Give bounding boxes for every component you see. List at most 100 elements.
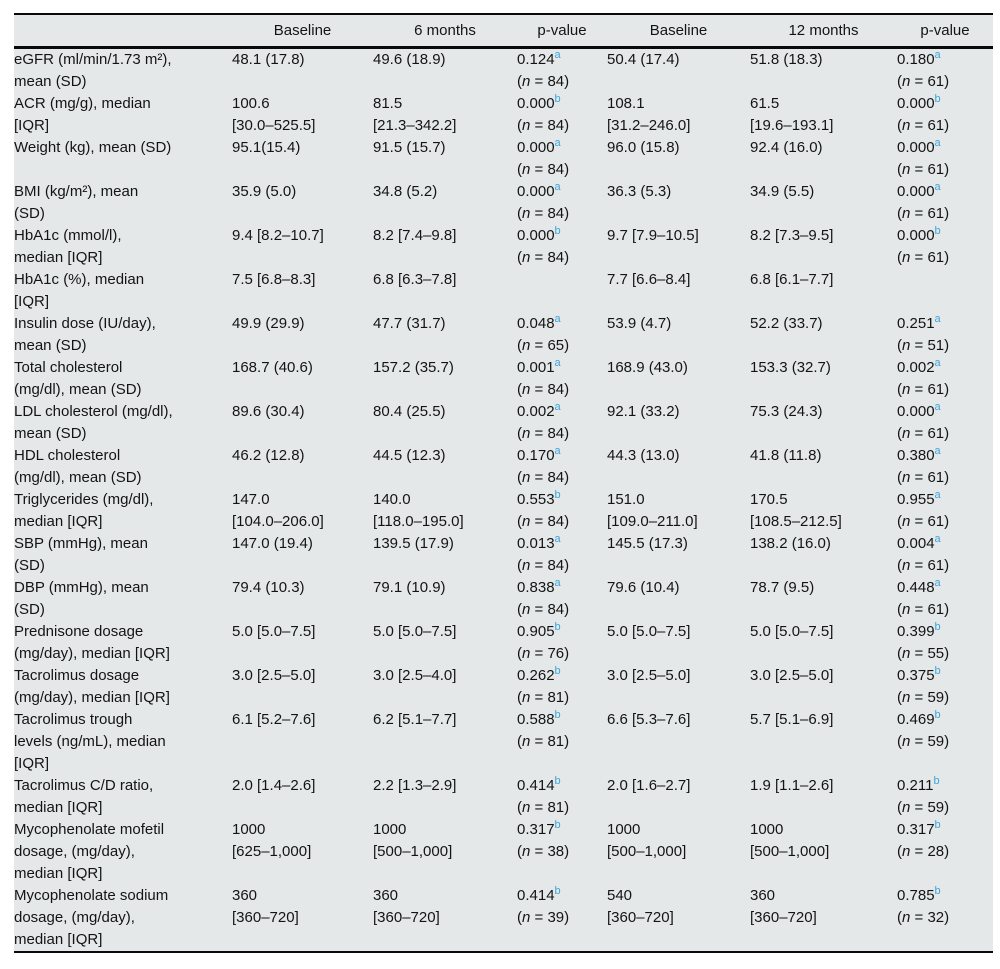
footnote-mark: b xyxy=(934,621,941,633)
value-cell: 6.6 [5.3–7.6] xyxy=(607,711,691,728)
value-cell: 360 [360–720] xyxy=(373,887,440,926)
table-row: BMI (kg/m²), mean (SD) 35.9 (5.0) 34.8 (5.2… xyxy=(14,181,993,225)
value-cell: 1000 [625–1,000] xyxy=(232,821,312,860)
footnote-mark: a xyxy=(934,137,941,149)
sample-size: (n = 84) xyxy=(517,249,570,266)
value-cell: 9.4 [8.2–10.7] xyxy=(232,227,324,244)
p-value-cell xyxy=(517,269,607,313)
footnote-mark: a xyxy=(554,445,561,457)
footnote-mark: a xyxy=(934,489,941,501)
row-label-cell: Mycophenolate sodium dosage, (mg/day), med… xyxy=(14,887,169,948)
row-label-cell: LDL cholesterol (mg/dl), mean (SD) xyxy=(14,403,173,442)
p-value-cell: 0.785b (n = 32) xyxy=(897,885,993,951)
value-cell: 1.9 [1.1–2.6] xyxy=(750,777,834,794)
value-cell: 46.2 (12.8) xyxy=(232,447,305,464)
value-cell: 168.7 (40.6) xyxy=(232,359,313,376)
p-value-cell: 0.000a (n = 84) xyxy=(517,137,607,181)
p-value-cell: 0.000b (n = 84) xyxy=(517,225,607,269)
table-row: SBP (mmHg), mean (SD) 147.0 (19.4) 139.5 (1… xyxy=(14,533,993,577)
value-cell: 92.4 (16.0) xyxy=(750,139,823,156)
p-value-cell: 0.180a (n = 61) xyxy=(897,48,993,94)
footnote-mark: b xyxy=(554,621,561,633)
value-cell: 153.3 (32.7) xyxy=(750,359,831,376)
value-cell: 61.5 [19.6–193.1] xyxy=(750,95,834,134)
value-cell: 9.7 [7.9–10.5] xyxy=(607,227,699,244)
value-cell: 3.0 [2.5–5.0] xyxy=(232,667,316,684)
value-cell: 6.8 [6.1–7.7] xyxy=(750,271,834,288)
value-cell: 139.5 (17.9) xyxy=(373,535,454,552)
sample-size: (n = 76) xyxy=(517,645,570,662)
sample-size: (n = 84) xyxy=(517,469,570,486)
footnote-mark: a xyxy=(554,577,561,589)
sample-size: (n = 59) xyxy=(897,733,950,750)
row-label-cell: HDL cholesterol (mg/dl), mean (SD) xyxy=(14,447,142,486)
footnote-mark: b xyxy=(554,819,561,831)
clinical-outcomes-table: Baseline 6 months p-value Baseline 12 mo… xyxy=(14,15,993,951)
value-cell: 80.4 (25.5) xyxy=(373,403,446,420)
value-cell: 5.7 [5.1–6.9] xyxy=(750,711,834,728)
value-cell: 147.0 [104.0–206.0] xyxy=(232,491,324,530)
row-label-cell: DBP (mmHg), mean (SD) xyxy=(14,579,149,618)
clinical-table-container: Baseline 6 months p-value Baseline 12 mo… xyxy=(14,13,993,953)
p-value-cell: 0.001a (n = 84) xyxy=(517,357,607,401)
value-cell: 2.2 [1.3–2.9] xyxy=(373,777,457,794)
table-row: Tacrolimus trough levels (ng/mL), median[… xyxy=(14,709,993,775)
p-value-cell: 0.048a (n = 65) xyxy=(517,313,607,357)
row-label-cell: ACR (mg/g), median [IQR] xyxy=(14,95,151,134)
footnote-mark: a xyxy=(934,577,941,589)
value-cell: 1000 [500–1,000] xyxy=(750,821,830,860)
value-cell: 79.1 (10.9) xyxy=(373,579,446,596)
sample-size: (n = 32) xyxy=(897,909,950,926)
footnote-mark: b xyxy=(934,819,941,831)
value-cell: 48.1 (17.8) xyxy=(232,51,305,68)
sample-size: (n = 61) xyxy=(897,249,950,266)
footnote-mark: a xyxy=(934,313,941,325)
value-cell: 51.8 (18.3) xyxy=(750,51,823,68)
table-row: eGFR (ml/min/1.73 m²), mean (SD) 48.1 (17.… xyxy=(14,48,993,94)
value-cell: 5.0 [5.0–7.5] xyxy=(373,623,457,640)
value-cell: 3.0 [2.5–4.0] xyxy=(373,667,457,684)
value-cell: 49.6 (18.9) xyxy=(373,51,446,68)
sample-size: (n = 28) xyxy=(897,843,950,860)
row-label-cell: Tacrolimus dosage (mg/day), median [IQR] xyxy=(14,667,170,706)
p-value-cell: 0.448a (n = 61) xyxy=(897,577,993,621)
footnote-mark: b xyxy=(554,93,561,105)
row-label-cell: Tacrolimus C/D ratio, median [IQR] xyxy=(14,777,154,816)
p-value-cell: 0.000a (n = 84) xyxy=(517,181,607,225)
table-row: Tacrolimus C/D ratio, median [IQR] 2.0 [1.… xyxy=(14,775,993,819)
value-cell: 170.5 [108.5–212.5] xyxy=(750,491,842,530)
value-cell: 168.9 (43.0) xyxy=(607,359,688,376)
value-cell: 95.1(15.4) xyxy=(232,139,301,156)
p-value-cell: 0.414b (n = 81) xyxy=(517,775,607,819)
p-value-cell: 0.124a (n = 84) xyxy=(517,48,607,94)
sample-size: (n = 84) xyxy=(517,425,570,442)
value-cell: 2.0 [1.6–2.7] xyxy=(607,777,691,794)
value-cell: 145.5 (17.3) xyxy=(607,535,688,552)
column-header-6-months: 6 months xyxy=(373,15,517,49)
value-cell: 2.0 [1.4–2.6] xyxy=(232,777,316,794)
row-label-cell: Weight (kg), mean (SD) xyxy=(14,139,172,156)
p-value-cell: 0.380a (n = 61) xyxy=(897,445,993,489)
value-cell: 3.0 [2.5–5.0] xyxy=(607,667,691,684)
value-cell: 79.6 (10.4) xyxy=(607,579,680,596)
value-cell: 360 [360–720] xyxy=(232,887,299,926)
value-cell: 52.2 (33.7) xyxy=(750,315,823,332)
sample-size: (n = 84) xyxy=(517,117,570,134)
footnote-mark: b xyxy=(554,775,561,787)
value-cell: 5.0 [5.0–7.5] xyxy=(750,623,834,640)
sample-size: (n = 38) xyxy=(517,843,570,860)
p-value-cell: 0.000b (n = 84) xyxy=(517,93,607,137)
sample-size: (n = 84) xyxy=(517,381,570,398)
value-cell: 138.2 (16.0) xyxy=(750,535,831,552)
p-value-cell: 0.905b (n = 76) xyxy=(517,621,607,665)
sample-size: (n = 84) xyxy=(517,601,570,618)
value-cell: 540 [360–720] xyxy=(607,887,674,926)
sample-size: (n = 61) xyxy=(897,381,950,398)
sample-size: (n = 61) xyxy=(897,469,950,486)
p-value-cell: 0.375b (n = 59) xyxy=(897,665,993,709)
sample-size: (n = 61) xyxy=(897,205,950,222)
value-cell: 79.4 (10.3) xyxy=(232,579,305,596)
footnote-mark: a xyxy=(554,533,561,545)
footnote-mark: a xyxy=(934,49,941,61)
sample-size: (n = 59) xyxy=(897,799,950,816)
